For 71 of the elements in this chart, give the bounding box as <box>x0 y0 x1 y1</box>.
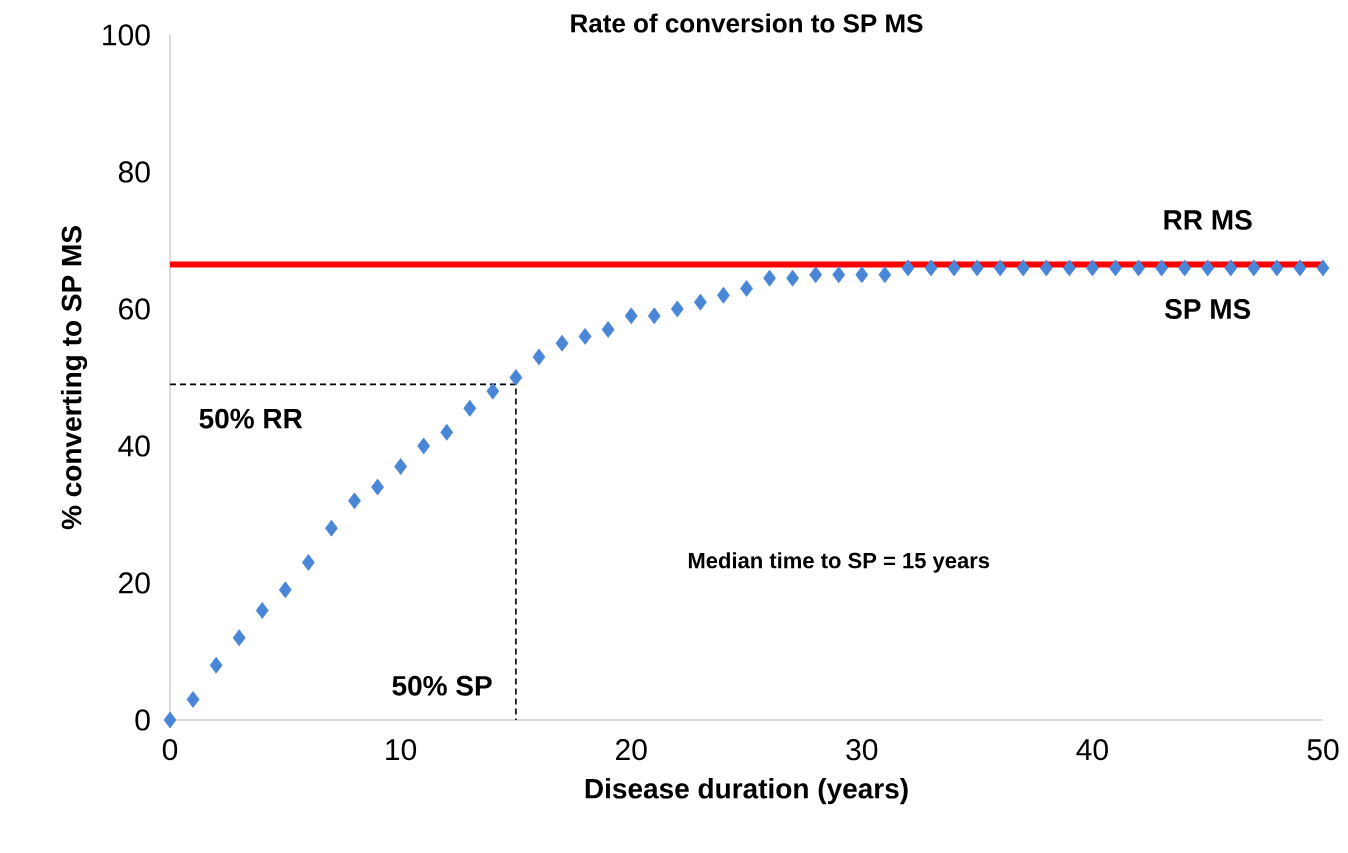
y-tick-label: 20 <box>119 572 150 594</box>
point <box>417 437 431 455</box>
point <box>786 269 800 287</box>
point <box>624 307 638 325</box>
annotation: SP MS <box>1164 299 1251 319</box>
point <box>1201 259 1215 277</box>
point <box>740 280 753 297</box>
y-tick-label: 100 <box>103 24 150 46</box>
point <box>463 399 477 417</box>
point <box>832 266 846 284</box>
point <box>1247 259 1261 277</box>
x-tick-label: 40 <box>1076 739 1108 761</box>
point <box>1293 259 1307 277</box>
point <box>394 458 408 475</box>
point <box>1062 259 1076 277</box>
point <box>325 519 338 537</box>
point <box>1086 259 1099 277</box>
x-tick-label: 0 <box>162 739 178 761</box>
point <box>1224 259 1238 277</box>
point <box>901 259 915 277</box>
point <box>578 328 592 345</box>
point <box>440 423 454 441</box>
annotation: RR MS <box>1164 210 1252 230</box>
x-tick-label: 10 <box>386 739 417 761</box>
point <box>970 259 984 277</box>
x-tick-label: 30 <box>846 739 878 761</box>
point <box>809 266 823 284</box>
point <box>278 581 292 599</box>
point <box>186 691 200 708</box>
y-tick-label: 0 <box>135 709 150 731</box>
x-tick-label: 20 <box>616 739 647 761</box>
point <box>693 293 707 311</box>
point <box>855 266 869 284</box>
point <box>486 382 500 400</box>
point <box>947 259 961 277</box>
point <box>647 307 661 325</box>
point <box>924 259 938 277</box>
point <box>1109 259 1122 277</box>
y-tick-label: 80 <box>118 161 150 183</box>
point <box>601 321 615 338</box>
y-tick-label: 40 <box>118 435 150 457</box>
point <box>163 711 177 729</box>
point <box>878 266 892 284</box>
y-tick-label: 60 <box>119 298 150 320</box>
x-tick-label: 50 <box>1307 739 1339 761</box>
point <box>1155 259 1168 277</box>
annotation: 50% RR <box>199 408 303 429</box>
point <box>1178 259 1192 277</box>
annotation: 50% SP <box>392 675 492 696</box>
point <box>371 478 384 496</box>
point <box>555 334 569 352</box>
point <box>509 369 523 386</box>
point <box>348 492 361 510</box>
point <box>255 601 269 619</box>
point <box>763 269 776 287</box>
point <box>670 300 684 318</box>
y-axis-title: % converting to SP MS <box>60 226 88 530</box>
point <box>1016 259 1030 277</box>
point <box>1039 259 1053 277</box>
point <box>301 554 315 571</box>
point <box>993 259 1007 277</box>
annotation: Median time to SP = 15 years <box>688 552 990 573</box>
point <box>232 629 246 647</box>
x-axis-title: Disease duration (years) <box>585 778 908 805</box>
point <box>717 286 730 304</box>
point <box>1316 259 1330 277</box>
point <box>1270 259 1284 277</box>
chart-title: Rate of conversion to SP MS <box>571 13 923 33</box>
point <box>532 348 546 366</box>
point <box>209 656 223 674</box>
point <box>1132 259 1145 277</box>
